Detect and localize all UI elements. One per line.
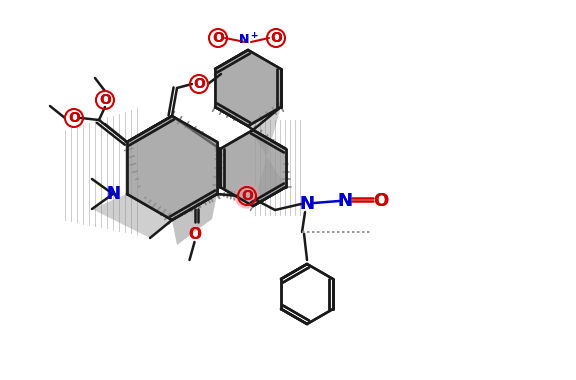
Circle shape [235,184,259,208]
Polygon shape [99,120,127,142]
Polygon shape [127,116,217,220]
Text: N: N [106,185,120,203]
Text: O: O [241,189,253,203]
Polygon shape [220,130,286,206]
Polygon shape [215,50,281,126]
Text: O: O [373,192,389,210]
Text: O: O [270,31,282,45]
Text: O: O [212,31,224,45]
Text: N: N [338,192,353,210]
Text: O: O [241,189,253,203]
Text: N: N [300,195,314,213]
Polygon shape [215,50,281,126]
Text: O: O [270,31,282,45]
Polygon shape [220,130,286,206]
Text: O: O [193,77,205,91]
Text: O: O [373,192,389,210]
Text: $\mathbf{N^+}$: $\mathbf{N^+}$ [238,33,258,48]
Text: O: O [212,31,224,45]
Text: O: O [99,93,111,107]
Text: O: O [99,93,111,107]
Polygon shape [127,116,217,220]
Polygon shape [172,194,217,245]
Polygon shape [248,107,286,206]
Text: N: N [338,192,353,210]
Text: O: O [68,111,80,125]
Text: O: O [188,226,201,242]
Text: O: O [68,111,80,125]
Text: $\mathbf{N^+}$: $\mathbf{N^+}$ [238,33,258,48]
Text: O: O [188,226,201,242]
Text: O: O [193,77,205,91]
Polygon shape [92,194,172,238]
Text: N: N [300,195,314,213]
Text: N: N [106,185,120,203]
